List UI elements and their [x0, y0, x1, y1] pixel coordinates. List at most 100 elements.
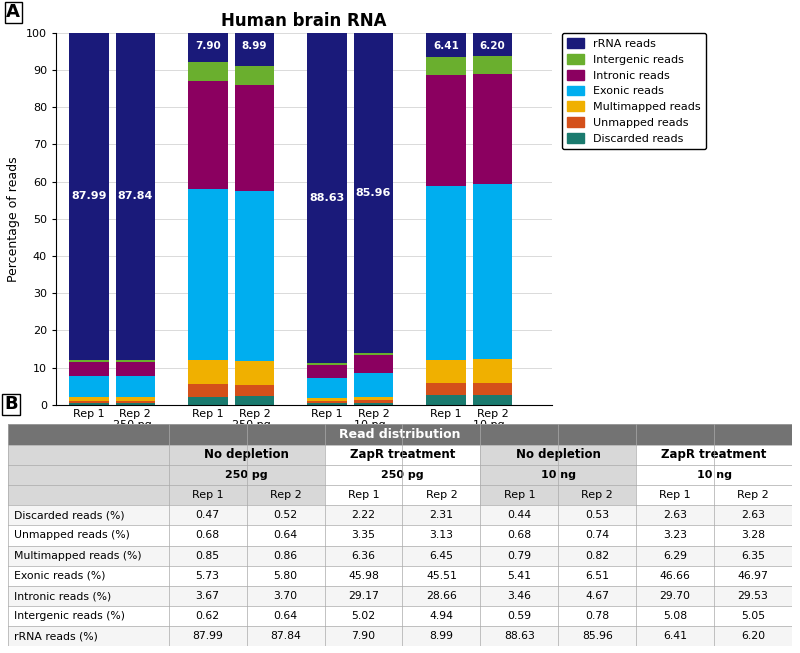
Text: 2.31: 2.31	[430, 510, 454, 520]
Bar	[426, 186, 466, 360]
FancyBboxPatch shape	[402, 545, 480, 565]
Bar	[473, 184, 512, 359]
FancyBboxPatch shape	[246, 545, 325, 565]
Text: 6.35: 6.35	[741, 550, 765, 561]
Text: 8.99: 8.99	[430, 631, 454, 641]
FancyBboxPatch shape	[714, 565, 792, 586]
Text: 88.63: 88.63	[504, 631, 534, 641]
Text: No depletion: No depletion	[326, 453, 415, 466]
Text: 2.63: 2.63	[663, 510, 687, 520]
Bar	[307, 33, 347, 362]
Text: 0.62: 0.62	[196, 611, 220, 621]
FancyBboxPatch shape	[636, 505, 714, 526]
Text: 87.99: 87.99	[192, 631, 223, 641]
Bar	[354, 403, 394, 405]
FancyBboxPatch shape	[636, 445, 792, 465]
FancyBboxPatch shape	[246, 505, 325, 526]
Bar	[70, 400, 109, 403]
Text: 4.94: 4.94	[430, 611, 454, 621]
Text: ZapR treatment: ZapR treatment	[350, 448, 455, 461]
FancyBboxPatch shape	[480, 505, 558, 526]
Bar	[426, 57, 466, 75]
FancyBboxPatch shape	[480, 586, 558, 606]
FancyBboxPatch shape	[480, 526, 558, 545]
FancyBboxPatch shape	[558, 606, 636, 626]
FancyBboxPatch shape	[402, 586, 480, 606]
Text: Intergenic reads (%): Intergenic reads (%)	[14, 611, 126, 621]
Bar	[426, 33, 466, 57]
FancyBboxPatch shape	[246, 626, 325, 646]
Text: 5.41: 5.41	[507, 571, 531, 581]
Text: Rep 2: Rep 2	[582, 490, 613, 500]
Text: 45.98: 45.98	[348, 571, 379, 581]
Text: 3.28: 3.28	[741, 530, 765, 541]
FancyBboxPatch shape	[8, 626, 169, 646]
Text: 4.67: 4.67	[586, 591, 610, 601]
FancyBboxPatch shape	[8, 565, 169, 586]
FancyBboxPatch shape	[8, 445, 169, 465]
Text: 250 pg: 250 pg	[232, 420, 270, 430]
FancyBboxPatch shape	[714, 606, 792, 626]
Text: Rep 1: Rep 1	[659, 490, 691, 500]
FancyBboxPatch shape	[169, 565, 246, 586]
Text: 5.02: 5.02	[351, 611, 375, 621]
FancyBboxPatch shape	[169, 465, 325, 485]
Bar	[307, 403, 347, 405]
Text: 6.45: 6.45	[430, 550, 454, 561]
Text: 0.74: 0.74	[585, 530, 610, 541]
Text: 0.64: 0.64	[274, 611, 298, 621]
Bar	[473, 383, 512, 395]
Text: 29.17: 29.17	[348, 591, 379, 601]
Text: ZapR treatment: ZapR treatment	[662, 448, 766, 461]
Text: Rep 2: Rep 2	[426, 490, 458, 500]
FancyBboxPatch shape	[636, 565, 714, 586]
FancyBboxPatch shape	[558, 586, 636, 606]
FancyBboxPatch shape	[325, 586, 402, 606]
Bar	[70, 376, 109, 398]
FancyBboxPatch shape	[480, 485, 558, 505]
Text: 0.68: 0.68	[507, 530, 531, 541]
FancyBboxPatch shape	[714, 586, 792, 606]
FancyBboxPatch shape	[480, 545, 558, 565]
FancyBboxPatch shape	[8, 424, 792, 445]
Bar	[354, 400, 394, 403]
Text: 6.36: 6.36	[351, 550, 375, 561]
Bar	[473, 33, 512, 56]
Bar	[307, 362, 347, 365]
FancyBboxPatch shape	[402, 606, 480, 626]
Text: 3.35: 3.35	[351, 530, 375, 541]
FancyBboxPatch shape	[636, 485, 714, 505]
Bar	[234, 385, 274, 396]
Text: 7.90: 7.90	[195, 40, 221, 51]
Bar	[188, 396, 228, 405]
FancyBboxPatch shape	[325, 526, 402, 545]
FancyBboxPatch shape	[480, 465, 636, 485]
FancyBboxPatch shape	[325, 545, 402, 565]
Text: 0.85: 0.85	[196, 550, 220, 561]
Bar	[234, 66, 274, 84]
Text: Discarded reads (%): Discarded reads (%)	[14, 510, 125, 520]
FancyBboxPatch shape	[325, 626, 402, 646]
FancyBboxPatch shape	[714, 526, 792, 545]
Text: 10 pg: 10 pg	[474, 420, 505, 430]
Bar	[115, 397, 155, 400]
FancyBboxPatch shape	[636, 626, 714, 646]
Bar	[115, 375, 155, 397]
FancyBboxPatch shape	[8, 545, 169, 565]
FancyBboxPatch shape	[169, 505, 246, 526]
Bar	[354, 397, 394, 400]
Bar	[426, 360, 466, 383]
FancyBboxPatch shape	[558, 565, 636, 586]
Text: 10 pg: 10 pg	[354, 420, 386, 430]
Bar	[70, 360, 109, 362]
Title: Human brain RNA: Human brain RNA	[222, 12, 386, 29]
FancyBboxPatch shape	[714, 545, 792, 565]
FancyBboxPatch shape	[8, 526, 169, 545]
Text: 0.53: 0.53	[585, 510, 610, 520]
Bar	[473, 56, 512, 74]
Text: 0.44: 0.44	[507, 510, 531, 520]
Text: 0.52: 0.52	[274, 510, 298, 520]
Text: 0.79: 0.79	[507, 550, 531, 561]
FancyBboxPatch shape	[558, 505, 636, 526]
FancyBboxPatch shape	[480, 565, 558, 586]
